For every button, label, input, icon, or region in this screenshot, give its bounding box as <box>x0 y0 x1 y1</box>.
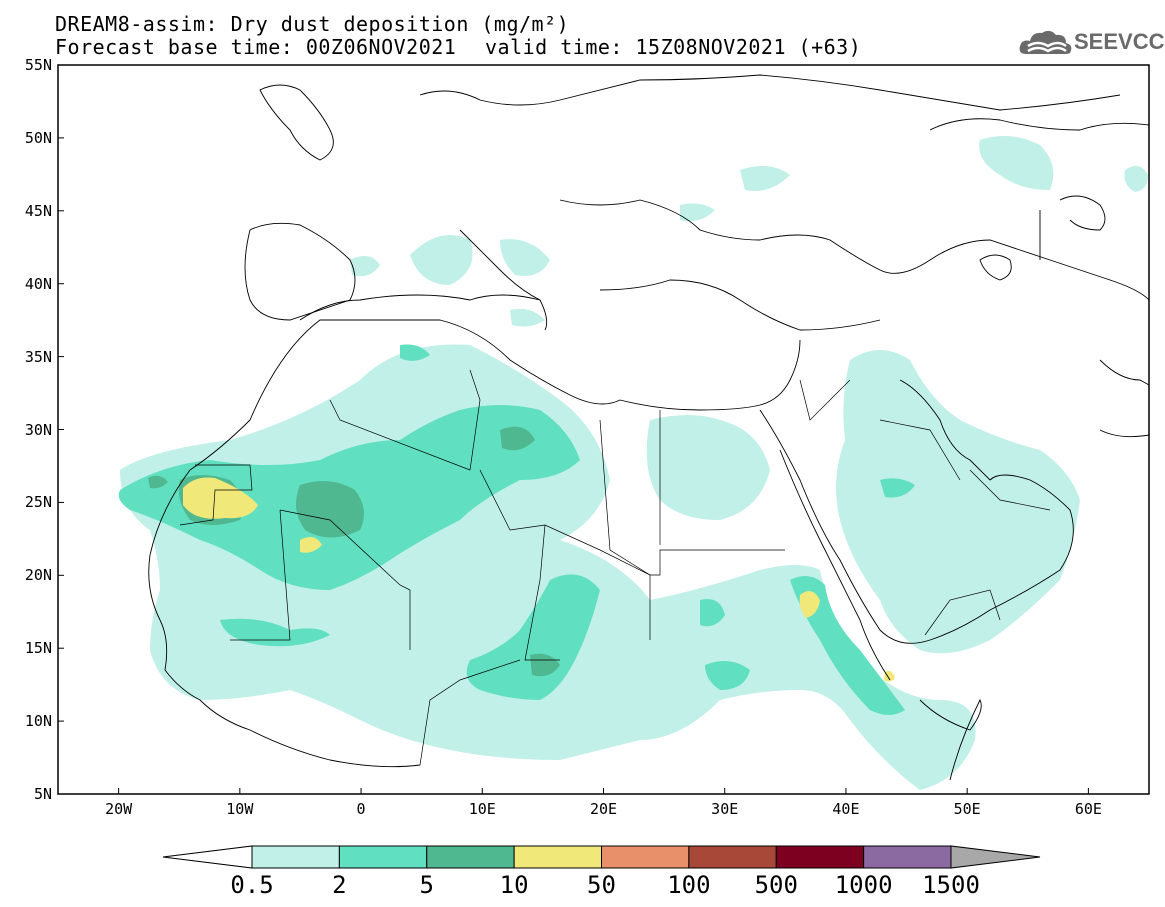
colorbar-high-arrow <box>950 845 1041 869</box>
lon-tick-label: 60E <box>1074 800 1102 818</box>
colorbar-swatch <box>513 845 602 869</box>
lat-tick-label: 5N <box>33 785 52 803</box>
dust-deposition-shading <box>118 136 1148 790</box>
colorbar-label: 10 <box>499 871 529 899</box>
colorbar-swatch <box>601 845 690 869</box>
colorbar-label: 500 <box>754 871 798 899</box>
colorbar-label: 1000 <box>834 871 893 899</box>
lat-tick-label: 30N <box>24 420 52 439</box>
valid-time: valid time: 15Z08NOV2021 (+63) <box>485 35 862 59</box>
lat-tick-label: 20N <box>24 566 52 585</box>
lon-tick-label: 40E <box>832 800 860 818</box>
lat-tick-label: 40N <box>24 274 52 293</box>
colorbar-swatch <box>775 845 865 869</box>
colorbar-low-arrow <box>162 845 253 869</box>
lon-tick-label: 10W <box>226 800 254 818</box>
lon-tick-label: 10E <box>468 800 496 818</box>
colorbar-label: 50 <box>587 871 616 899</box>
colorbar-swatch <box>338 845 428 869</box>
lon-tick-label: 50E <box>953 800 981 818</box>
colorbar-label: 100 <box>667 871 711 899</box>
colorbar-swatch <box>426 845 515 869</box>
lat-tick-label: 10N <box>24 712 52 731</box>
country-borders <box>179 369 1051 766</box>
colorbar-label: 0.5 <box>230 871 274 899</box>
colorbar-label: 1500 <box>922 871 980 899</box>
lat-tick-label: 15N <box>24 639 52 658</box>
lat-tick-label: 35N <box>24 347 52 366</box>
lat-tick-label: 55N <box>24 56 52 74</box>
logo-text: SEEVCCC <box>1074 29 1165 54</box>
map-title: DREAM8-assim: Dry dust deposition (mg/m²… <box>55 12 570 36</box>
forecast-base-time: Forecast base time: 00Z06NOV2021 <box>55 35 457 59</box>
lat-tick-label: 25N <box>24 493 52 512</box>
colorbar <box>162 845 1041 869</box>
cloud-logo-icon <box>1019 30 1072 54</box>
colorbar-swatch <box>688 845 777 869</box>
lon-tick-label: 30E <box>711 800 739 818</box>
axis-ticks <box>58 64 1089 795</box>
lat-tick-label: 50N <box>24 128 52 147</box>
colorbar-label: 5 <box>419 871 434 899</box>
colorbar-label: 2 <box>332 871 347 899</box>
coastlines-and-borders <box>148 74 1149 781</box>
colorbar-swatch <box>251 845 340 869</box>
contour-level-10 <box>183 477 895 682</box>
lon-tick-label: 0 <box>356 800 366 818</box>
lat-tick-label: 45N <box>24 201 52 220</box>
map-area <box>58 65 1149 794</box>
lon-tick-label: 20E <box>589 800 618 818</box>
colorbar-swatch <box>863 845 952 869</box>
seevccc-logo: SEEVCCC <box>1018 24 1165 60</box>
lon-tick-label: 20W <box>105 800 133 818</box>
